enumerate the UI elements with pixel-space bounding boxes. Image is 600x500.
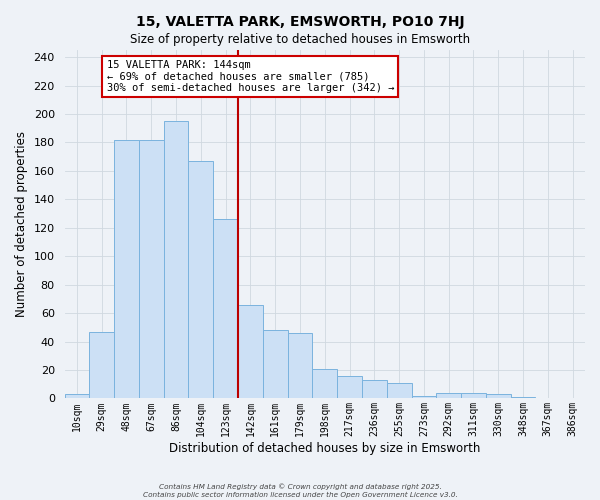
Bar [461, 392, 486, 398]
Bar [89, 332, 114, 398]
Bar [412, 396, 436, 398]
Bar [313, 368, 337, 398]
Bar [486, 394, 511, 398]
Bar [65, 394, 89, 398]
Bar [213, 219, 238, 398]
Text: Contains HM Land Registry data © Crown copyright and database right 2025.
Contai: Contains HM Land Registry data © Crown c… [143, 484, 457, 498]
Bar [337, 376, 362, 398]
Bar [436, 392, 461, 398]
X-axis label: Distribution of detached houses by size in Emsworth: Distribution of detached houses by size … [169, 442, 481, 455]
Bar [114, 140, 139, 398]
Bar [263, 330, 287, 398]
Y-axis label: Number of detached properties: Number of detached properties [15, 131, 28, 317]
Bar [387, 383, 412, 398]
Bar [188, 161, 213, 398]
Bar [511, 397, 535, 398]
Bar [139, 140, 164, 398]
Text: Size of property relative to detached houses in Emsworth: Size of property relative to detached ho… [130, 32, 470, 46]
Bar [238, 304, 263, 398]
Bar [362, 380, 387, 398]
Bar [287, 333, 313, 398]
Bar [164, 121, 188, 398]
Text: 15 VALETTA PARK: 144sqm
← 69% of detached houses are smaller (785)
30% of semi-d: 15 VALETTA PARK: 144sqm ← 69% of detache… [107, 60, 394, 93]
Text: 15, VALETTA PARK, EMSWORTH, PO10 7HJ: 15, VALETTA PARK, EMSWORTH, PO10 7HJ [136, 15, 464, 29]
